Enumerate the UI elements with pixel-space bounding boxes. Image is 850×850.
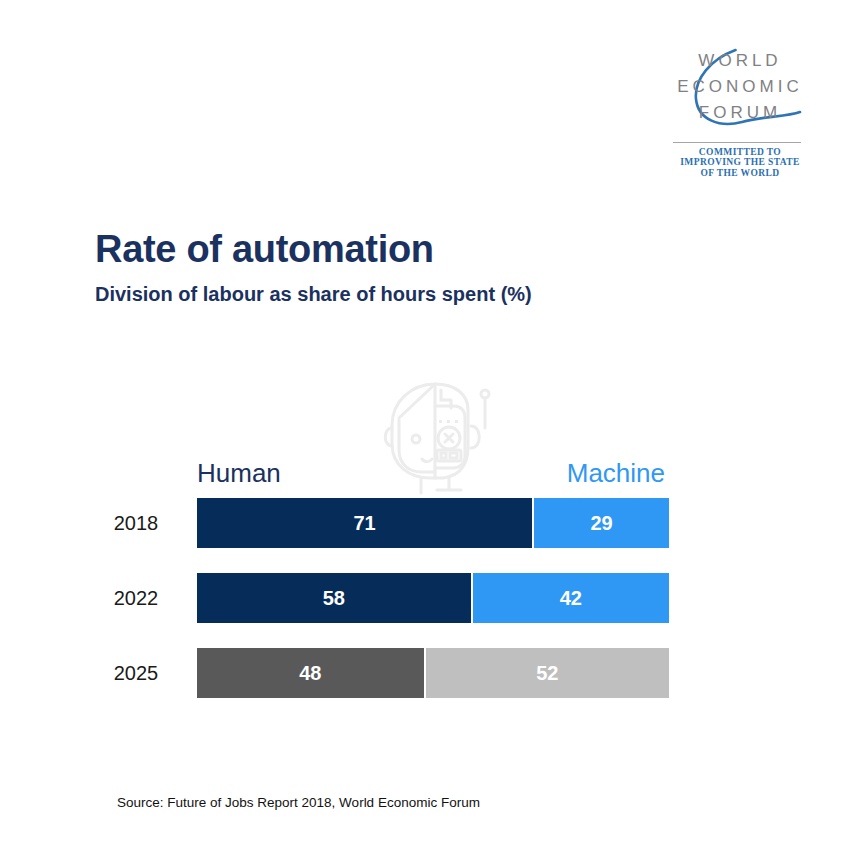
year-label-2022: 2022 [95,573,177,623]
human-value-label: 71 [353,512,375,535]
human-bar-segment: 48 [197,648,424,698]
wef-tagline: COMMITTED TO IMPROVING THE STATE OF THE … [655,147,825,178]
infographic-canvas: WORLD ECONOMIC FORUM COMMITTED TO IMPROV… [0,0,850,850]
human-value-label: 58 [323,587,345,610]
legend-human-label: Human [197,459,281,487]
wef-tagline-line: COMMITTED TO [655,147,825,157]
wef-logo-line: WORLD [665,48,815,74]
wef-logo-wordmark: WORLD ECONOMIC FORUM [665,48,815,126]
robot-head-icon [375,378,495,498]
wef-logo-line: ECONOMIC [665,74,815,100]
wef-logo-line: FORUM [665,100,815,126]
bar-row-2025: 48 52 [197,648,669,698]
source-text: Source: Future of Jobs Report 2018, Worl… [117,795,480,810]
year-label-2025: 2025 [95,648,177,698]
human-value-label: 48 [299,662,321,685]
machine-bar-segment: 52 [426,648,669,698]
machine-value-label: 42 [560,587,582,610]
logo-divider [673,142,801,143]
legend-machine-label: Machine [567,459,665,487]
wef-tagline-line: OF THE WORLD [655,168,825,178]
machine-bar-segment: 29 [534,498,669,548]
page-title: Rate of automation [95,228,434,271]
bar-row-2022: 58 42 [197,573,669,623]
human-bar-segment: 58 [197,573,471,623]
wef-logo: WORLD ECONOMIC FORUM COMMITTED TO IMPROV… [665,46,815,186]
page-subtitle: Division of labour as share of hours spe… [95,283,532,306]
human-bar-segment: 71 [197,498,532,548]
machine-bar-segment: 42 [473,573,669,623]
bar-row-2018: 71 29 [197,498,669,548]
wef-tagline-line: IMPROVING THE STATE [655,157,825,167]
machine-value-label: 52 [536,662,558,685]
machine-value-label: 29 [590,512,612,535]
year-label-2018: 2018 [95,498,177,548]
